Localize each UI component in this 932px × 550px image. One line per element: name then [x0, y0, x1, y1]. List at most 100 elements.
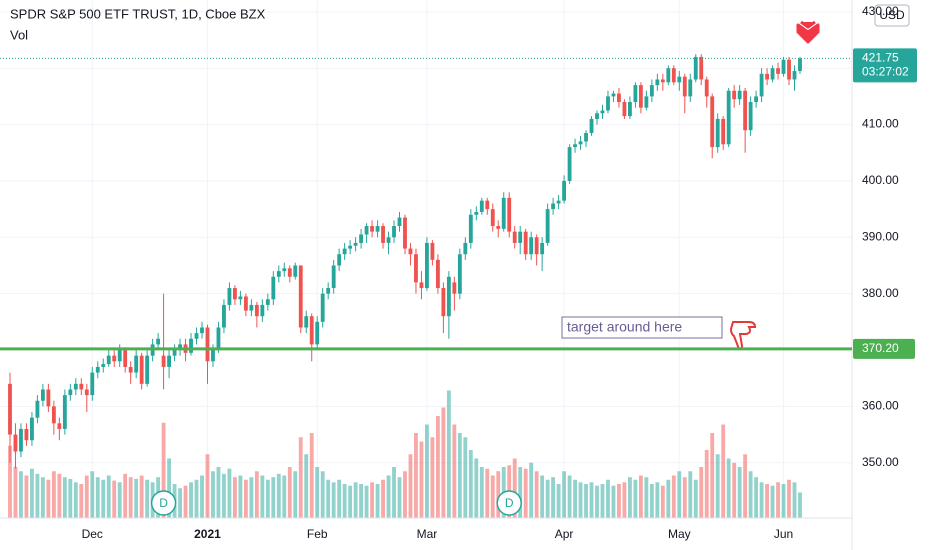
- volume-bar: [232, 477, 237, 518]
- volume-bar: [68, 478, 73, 518]
- dividend-marker: [150, 490, 177, 516]
- volume-bar: [765, 484, 769, 518]
- candle-body: [194, 333, 199, 339]
- volume-bar: [710, 433, 715, 518]
- volume-bar: [474, 458, 479, 518]
- candle-body: [13, 434, 18, 452]
- candle-body: [348, 245, 353, 249]
- candle-body: [293, 265, 298, 277]
- candle-body: [633, 85, 638, 103]
- candle-body: [35, 400, 40, 418]
- candle-body: [24, 428, 29, 441]
- volume-bar: [611, 485, 616, 518]
- volume-bar: [84, 475, 89, 518]
- candle-body: [381, 226, 385, 243]
- volume-bar: [353, 482, 358, 518]
- candle-body: [79, 383, 84, 390]
- candle-body: [117, 350, 122, 362]
- candle-body: [479, 200, 484, 212]
- volume-bar: [392, 467, 396, 518]
- volume-bar: [715, 454, 720, 518]
- y-tick-label: 410.00: [862, 117, 899, 131]
- volume-bar: [682, 477, 687, 518]
- volume-bar: [282, 475, 287, 518]
- volume-bar: [699, 467, 704, 518]
- volume-bar: [441, 407, 446, 518]
- volume-bar: [205, 454, 210, 518]
- candle-body: [787, 59, 791, 80]
- volume-bar: [309, 433, 314, 518]
- volume-bar: [271, 477, 276, 518]
- volume-bar: [381, 479, 385, 518]
- volume-bar: [540, 475, 545, 518]
- volume-bar: [638, 475, 643, 518]
- candle-body: [419, 282, 424, 289]
- annotation-text: target around here: [567, 319, 682, 335]
- volume-bar: [337, 479, 342, 518]
- volume-bar: [254, 471, 259, 518]
- volume-bar: [743, 454, 748, 518]
- candle-body: [490, 209, 495, 227]
- candle-body: [265, 299, 270, 305]
- volume-bar: [375, 484, 380, 518]
- candle-body: [798, 58, 802, 72]
- candle-body: [611, 93, 616, 97]
- y-tick-label: 430.00: [862, 4, 899, 18]
- y-tick-label: 400.00: [862, 173, 899, 187]
- candle-body: [781, 59, 786, 74]
- currency-box[interactable]: [874, 4, 910, 27]
- volume-bar: [600, 484, 605, 518]
- volume-bar: [189, 482, 193, 518]
- x-tick-label: Mar: [417, 527, 438, 541]
- volume-bar: [573, 479, 577, 518]
- volume-bar: [452, 424, 457, 518]
- currency[interactable]: USD: [879, 8, 905, 22]
- horizontal-line-label-box: [853, 338, 915, 359]
- candle-body: [562, 180, 567, 201]
- volume-bar: [534, 471, 539, 518]
- volume-bar: [222, 473, 226, 518]
- candle-body: [304, 316, 309, 328]
- volume-bar: [46, 479, 51, 518]
- volume-bar: [106, 475, 111, 518]
- candle-body: [189, 338, 193, 353]
- countdown-label: 03:27:02: [862, 65, 909, 79]
- volume-bar: [276, 473, 281, 518]
- volume-bar: [798, 492, 802, 518]
- candle-body: [545, 209, 550, 243]
- volume-bar: [523, 468, 528, 518]
- annotation-box: [561, 316, 723, 339]
- volume-bar: [342, 484, 347, 518]
- candle-body: [754, 96, 759, 103]
- volume-bar: [748, 471, 753, 518]
- volume-bar: [726, 458, 731, 518]
- volume-bar: [457, 433, 462, 518]
- candle-body: [211, 350, 215, 362]
- volume-bar: [40, 477, 45, 518]
- y-tick-label: 390.00: [862, 229, 899, 243]
- volume-bar: [348, 485, 353, 518]
- volume-bar: [194, 479, 199, 518]
- volume-bar: [479, 467, 484, 518]
- candle-body: [276, 271, 281, 277]
- volume-bar: [595, 485, 599, 518]
- candle-body: [95, 366, 100, 373]
- volume-bar: [331, 482, 336, 518]
- volume-bar: [660, 485, 665, 518]
- volume-bar: [545, 479, 550, 518]
- candle-body: [8, 383, 12, 435]
- candle-body: [425, 242, 429, 289]
- candle-body: [452, 282, 457, 294]
- volume-bar: [293, 471, 298, 518]
- volume-bar: [167, 458, 172, 518]
- volume-bar: [633, 479, 638, 518]
- x-tick-label: Apr: [555, 527, 574, 541]
- candle-body: [589, 118, 594, 134]
- volume-bar: [584, 484, 588, 518]
- candle-body: [496, 226, 501, 229]
- x-tick-label: May: [668, 527, 691, 541]
- volume-bar: [628, 477, 632, 518]
- candle-body: [726, 90, 731, 145]
- volume-bar: [134, 478, 139, 518]
- volume-bar: [529, 462, 534, 518]
